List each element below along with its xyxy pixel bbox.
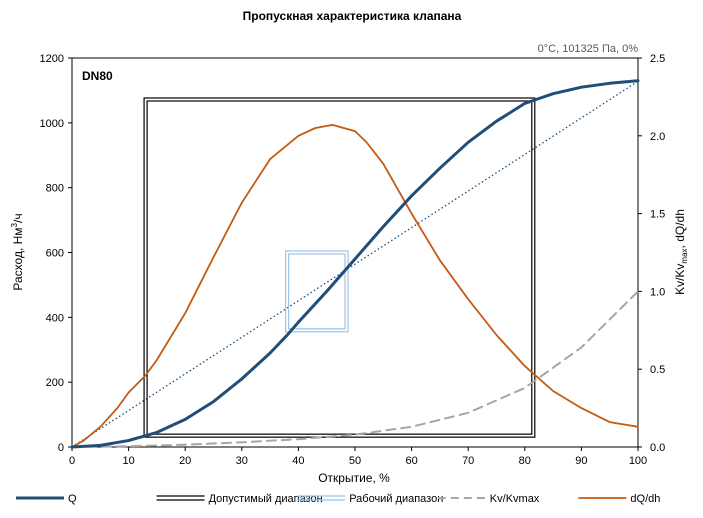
y2-tick-label: 0.0: [650, 442, 665, 454]
y-axis-title-sup: 3: [10, 222, 19, 227]
legend-label: Рабочий диапазон: [349, 493, 443, 505]
kv-series-line: [71, 290, 639, 448]
dqdh-series-line: [71, 124, 639, 448]
x-tick-label: 40: [292, 455, 304, 467]
plot-area-frame: [71, 57, 639, 448]
chart-title: Пропускная характеристика клапана: [243, 9, 462, 23]
x-tick-label: 30: [236, 455, 248, 467]
x-tick-label: 90: [575, 455, 587, 467]
y2-tick-label: 0.5: [650, 364, 665, 376]
y2-tick-label: 2.0: [650, 131, 665, 143]
legend-label: Q: [68, 493, 77, 505]
panel-label: DN80: [82, 69, 113, 83]
x-tick-label: 70: [462, 455, 474, 467]
x-tick-label: 80: [519, 455, 531, 467]
working-range-rect-inner: [287, 253, 346, 330]
y2-axis-title: Kv/Kvmax, dQ/dh: [673, 209, 689, 295]
x-tick-label: 50: [349, 455, 361, 467]
x-tick-label: 10: [122, 455, 134, 467]
y-tick-label: 1200: [40, 53, 64, 65]
y-tick-label: 400: [46, 312, 64, 324]
x-tick-label: 0: [69, 455, 75, 467]
y2-tick-label: 2.5: [650, 53, 665, 65]
y2-tick-label: 1.0: [650, 286, 665, 298]
y-axis-title-end: /ч: [11, 213, 25, 223]
working-range-rect-outer: [284, 250, 349, 333]
q-series-line: [70, 79, 640, 449]
allowed-range-rect-inner: [146, 100, 533, 435]
y2-axis-title-end: , dQ/dh: [673, 209, 687, 248]
allowed-range-rect-outer: [143, 97, 536, 438]
y-axis-title-main: Расход, Нм: [11, 227, 25, 290]
legend-label: Допустимый диапазон: [209, 493, 323, 505]
y2-tick-label: 1.5: [650, 209, 665, 221]
y-tick-label: 200: [46, 377, 64, 389]
x-axis-title: Открытие, %: [318, 471, 390, 485]
y-tick-label: 600: [46, 248, 64, 260]
x-tick-label: 60: [405, 455, 417, 467]
y-axis-title: Расход, Нм3/ч: [10, 213, 25, 290]
legend-label: dQ/dh: [630, 493, 660, 505]
conditions-label: 0°C, 101325 Па, 0%: [538, 43, 639, 55]
y2-axis-title-sub: max: [680, 248, 689, 263]
x-tick-label: 20: [179, 455, 191, 467]
legend-label: Kv/Kvmax: [490, 493, 540, 505]
legend: Q Допустимый диапазон Рабочий диапазон Kv/K…: [16, 493, 660, 505]
y-tick-label: 0: [58, 442, 64, 454]
x-tick-label: 100: [629, 455, 647, 467]
y2-axis-title-main: Kv/Kv: [673, 264, 687, 295]
diagonal-reference-line: [71, 80, 639, 448]
y-tick-label: 1000: [40, 118, 64, 130]
y-tick-label: 800: [46, 183, 64, 195]
